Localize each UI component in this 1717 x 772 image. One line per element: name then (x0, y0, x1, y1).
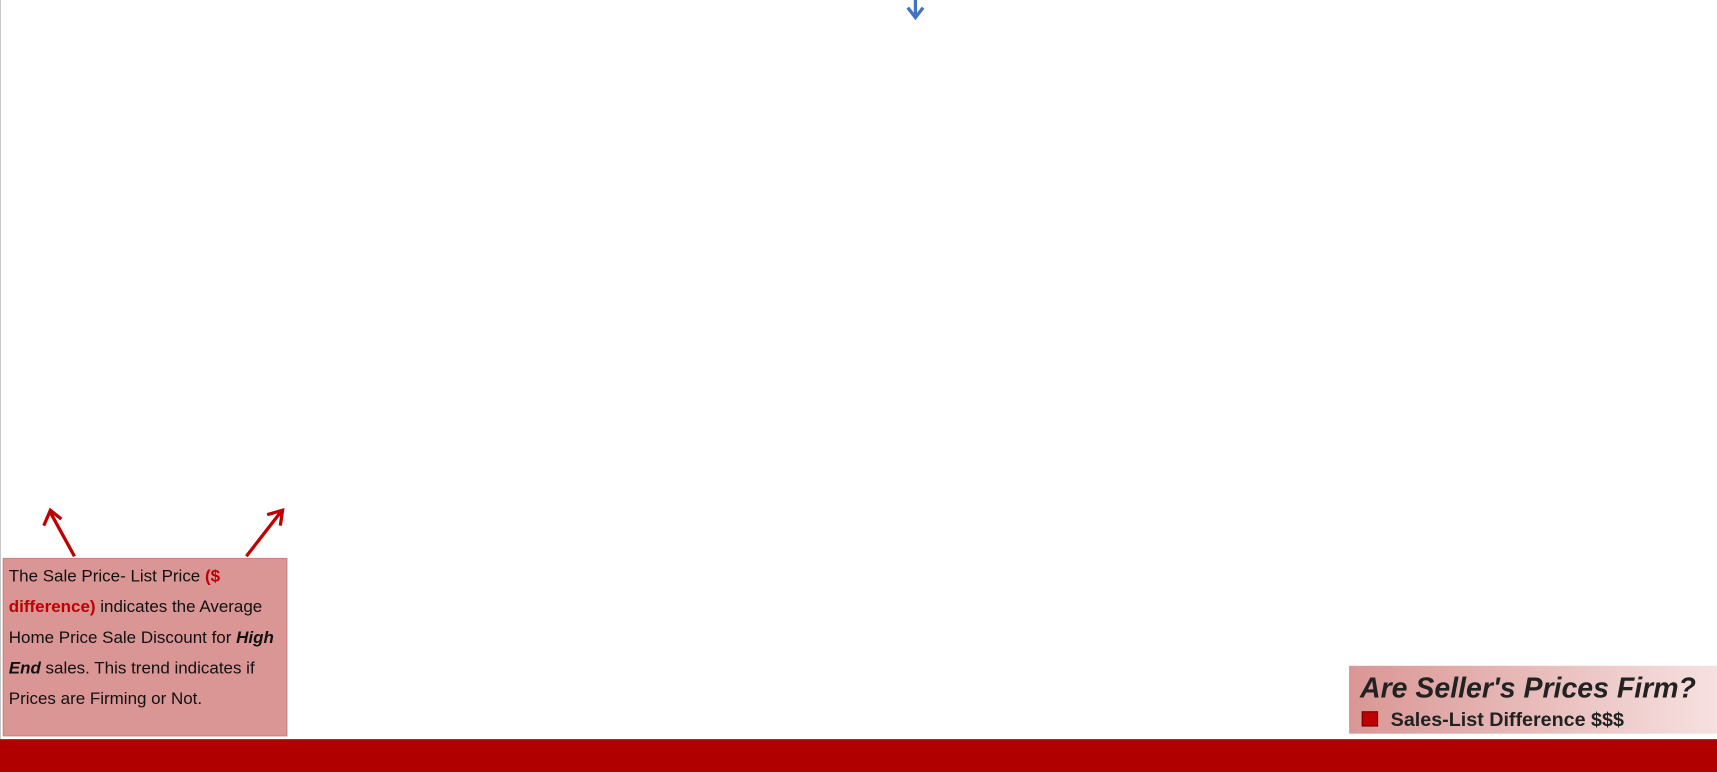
arrow (906, 0, 925, 21)
annotation-box (2, 557, 288, 737)
annotation: The Sale Price- List Price ($ difference… (9, 562, 285, 715)
x-axis-band (0, 739, 1717, 772)
arrow (42, 507, 76, 558)
legend-label: Sales-List Difference $$$ (1391, 709, 1624, 731)
legend-swatch (1361, 711, 1379, 727)
annotation-text: The Sale Price- List Price ($ difference… (9, 562, 285, 715)
annotation-part: The Sale Price- List Price (8, 567, 201, 586)
annotation-part: sales. This trend indicates if Prices ar… (8, 659, 255, 709)
legend-box (1349, 665, 1717, 734)
annotation-part: ($ difference) (8, 567, 221, 617)
chart-title: Are Seller's Prices Firm? (1359, 673, 1696, 705)
annotation-part: indicates the Average Home Price Sale Di… (8, 597, 263, 648)
annotation-part: High End (8, 628, 274, 678)
arrow (245, 508, 285, 558)
